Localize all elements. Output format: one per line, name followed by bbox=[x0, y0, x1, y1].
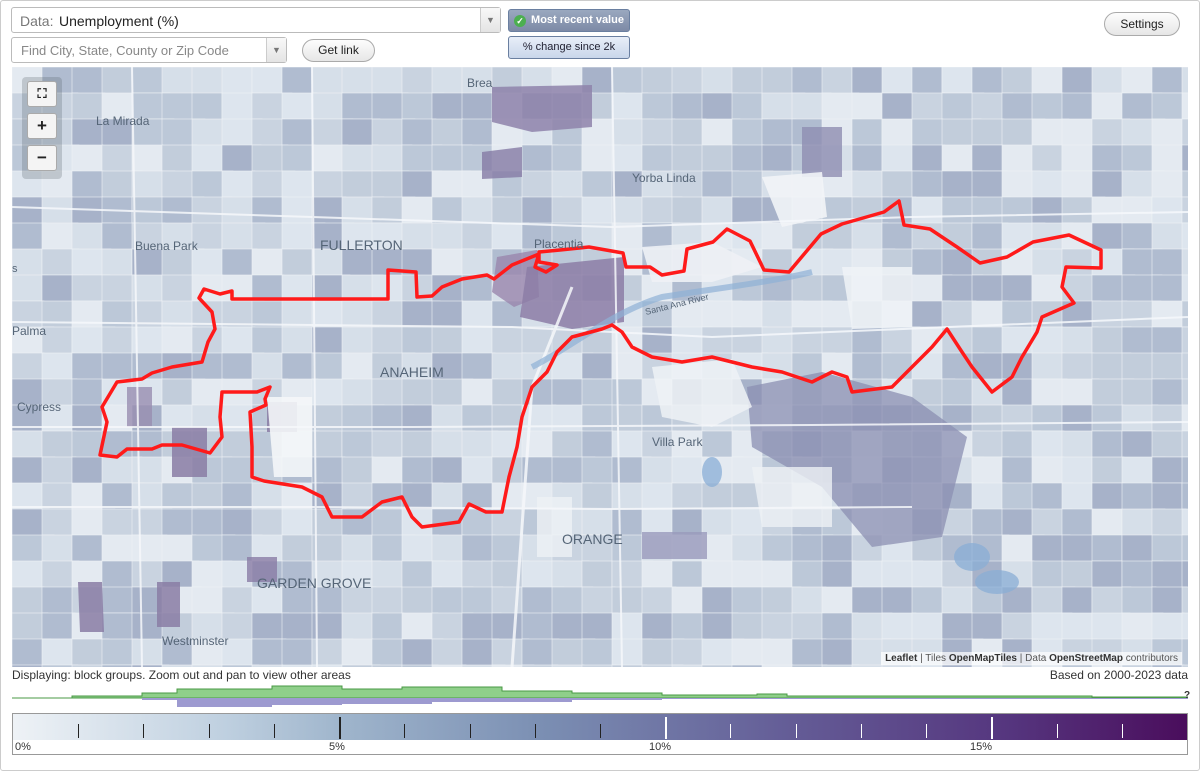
water-bodies bbox=[702, 457, 1019, 594]
roads bbox=[12, 67, 1188, 667]
attribution-osm-link[interactable]: OpenStreetMap bbox=[1049, 653, 1123, 664]
light-areas bbox=[267, 172, 912, 557]
chevron-down-icon[interactable]: ▼ bbox=[480, 8, 500, 32]
data-selector-prefix: Data: bbox=[20, 13, 54, 29]
highlight-cells bbox=[78, 85, 967, 632]
label-orange: ORANGE bbox=[562, 531, 623, 547]
fullscreen-button[interactable]: ⛶ bbox=[27, 81, 57, 107]
legend-label-5: 5% bbox=[329, 741, 345, 753]
percent-change-toggle[interactable]: % change since 2k bbox=[508, 36, 630, 59]
attribution-tiles-prefix: Tiles bbox=[925, 653, 947, 664]
label-cypress: Cypress bbox=[17, 400, 61, 414]
legend-tick bbox=[1121, 724, 1123, 738]
legend-tick bbox=[143, 724, 145, 738]
data-selector[interactable]: Data: Unemployment (%) ▼ bbox=[11, 7, 501, 33]
location-search[interactable]: ▼ bbox=[11, 37, 287, 63]
legend-tick bbox=[534, 724, 536, 738]
map-canvas[interactable]: Brea La Mirada Yorba Linda Buena Park FU… bbox=[12, 67, 1188, 667]
attribution-suffix: contributors bbox=[1125, 653, 1178, 664]
attribution-data-prefix: Data bbox=[1025, 653, 1047, 664]
legend-tick bbox=[600, 724, 601, 738]
legend-label-10: 10% bbox=[649, 741, 672, 753]
santa-ana-river bbox=[530, 269, 813, 370]
label-placentia: Placentia bbox=[534, 237, 584, 251]
map-attribution: Leaflet | Tiles OpenMapTiles | Data Open… bbox=[881, 652, 1182, 665]
zoom-out-button[interactable]: − bbox=[27, 145, 57, 171]
map-view[interactable]: Brea La Mirada Yorba Linda Buena Park FU… bbox=[12, 67, 1188, 667]
city-boundary bbox=[98, 199, 1103, 529]
toggle-recent-label: Most recent value bbox=[531, 14, 624, 26]
label-la-mirada: La Mirada bbox=[96, 114, 150, 128]
legend-tick bbox=[860, 724, 862, 738]
legend-tick bbox=[273, 724, 275, 738]
attribution-tiles-link[interactable]: OpenMapTiles bbox=[948, 653, 1017, 664]
zoom-control: ⛶ + − bbox=[22, 77, 62, 179]
label-fullerton: FULLERTON bbox=[320, 237, 403, 253]
settings-button[interactable]: Settings bbox=[1104, 12, 1180, 36]
chevron-down-icon[interactable]: ▼ bbox=[266, 38, 286, 62]
legend-tick bbox=[795, 724, 797, 738]
legend-tick bbox=[469, 724, 471, 738]
map-labels: Brea La Mirada Yorba Linda Buena Park FU… bbox=[12, 76, 710, 648]
value-histogram bbox=[12, 685, 1188, 707]
choropleth-cells bbox=[12, 67, 1188, 667]
legend-gradient bbox=[13, 714, 1187, 740]
legend-tick bbox=[339, 717, 342, 739]
legend-tick bbox=[926, 724, 928, 738]
data-selector-value: Unemployment (%) bbox=[59, 13, 179, 29]
legend-tick bbox=[78, 724, 80, 738]
legend-tick bbox=[1056, 724, 1058, 738]
label-brea: Brea bbox=[467, 76, 493, 90]
label-edge-s: s bbox=[12, 263, 18, 275]
legend-label-0: 0% bbox=[15, 741, 31, 753]
search-input[interactable] bbox=[12, 38, 264, 62]
legend-tick bbox=[404, 724, 406, 738]
label-yorba-linda: Yorba Linda bbox=[632, 171, 696, 185]
data-range-note: Based on 2000-2023 data bbox=[1049, 668, 1188, 682]
legend-label-15: 15% bbox=[970, 741, 993, 753]
get-link-button[interactable]: Get link bbox=[302, 39, 375, 62]
label-palma: Palma bbox=[12, 324, 46, 338]
label-garden-grove: GARDEN GROVE bbox=[257, 575, 371, 591]
histogram-green bbox=[12, 685, 1188, 699]
histogram-purple bbox=[12, 698, 1188, 707]
label-westminster: Westminster bbox=[162, 634, 228, 648]
label-buena-park: Buena Park bbox=[135, 239, 199, 253]
legend-tick bbox=[730, 724, 732, 738]
displaying-note: Displaying: block groups. Zoom out and p… bbox=[12, 668, 351, 682]
attribution-leaflet-link[interactable]: Leaflet bbox=[885, 653, 918, 664]
label-anaheim: ANAHEIM bbox=[380, 364, 444, 380]
zoom-in-button[interactable]: + bbox=[27, 113, 57, 139]
legend-tick bbox=[208, 724, 210, 738]
color-legend: 0% 5% 10% 15% bbox=[12, 713, 1188, 755]
check-icon: ✓ bbox=[514, 15, 527, 27]
legend-tick bbox=[665, 717, 668, 739]
label-villa-park: Villa Park bbox=[652, 435, 703, 449]
most-recent-value-toggle[interactable]: ✓ Most recent value bbox=[508, 9, 630, 32]
histogram-note: ? bbox=[1184, 690, 1191, 701]
legend-tick bbox=[991, 717, 994, 739]
